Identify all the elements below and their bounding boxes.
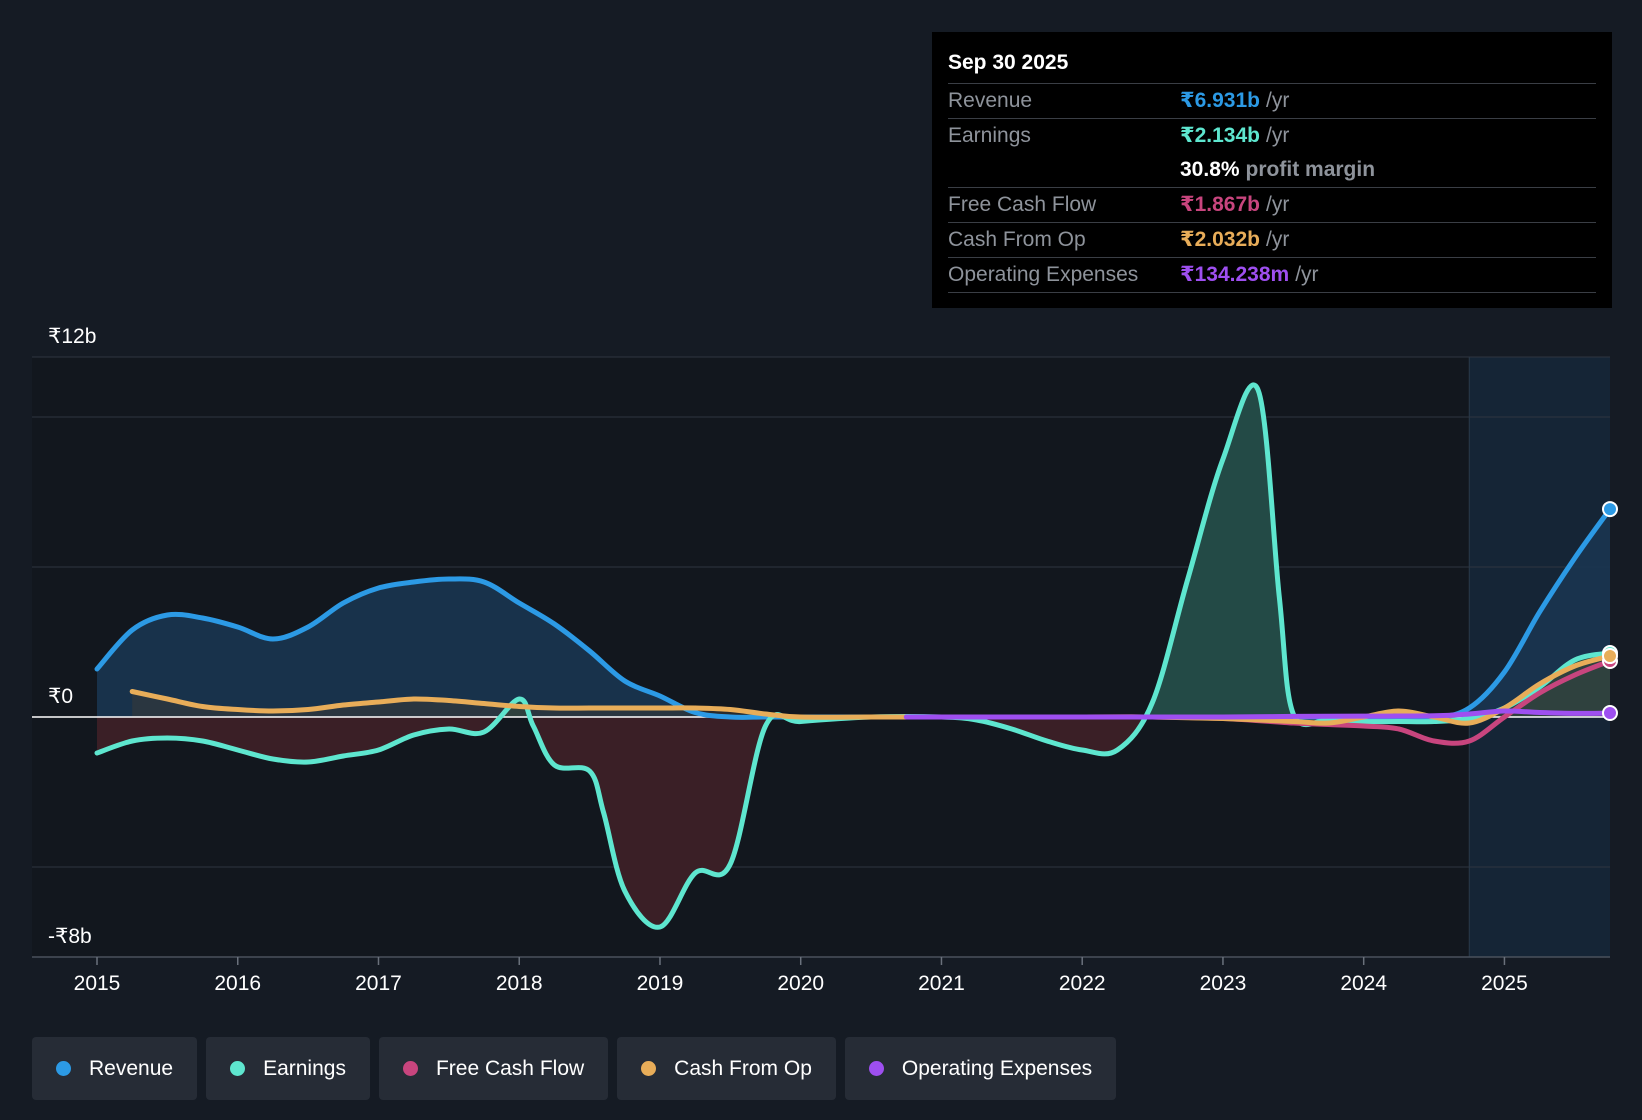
x-tick-label-2017: 2017 <box>355 972 402 995</box>
tooltip-row-cfo: Cash From Op ₹2.032b /yr <box>948 223 1596 258</box>
area-neg-earnings <box>97 717 1610 928</box>
x-tick-label-2019: 2019 <box>637 972 684 995</box>
end-markers <box>1602 501 1618 721</box>
marker-operating-expenses <box>1602 704 1618 721</box>
legend-label-revenue: Revenue <box>89 1056 174 1080</box>
legend-label-cfo: Cash From Op <box>674 1056 812 1080</box>
tooltip-value-earnings: ₹2.134b <box>1180 124 1260 147</box>
tooltip-value-margin: 30.8% <box>1180 158 1240 181</box>
series-lines <box>32 382 1613 930</box>
axes: 2015 2016 2017 2018 2019 2020 2021 2022 2023 2024… <box>32 325 1610 995</box>
legend-dot-revenue <box>56 1061 71 1076</box>
tooltip-date: Sep 30 2025 <box>948 46 1596 84</box>
x-tick-label-2018: 2018 <box>496 972 543 995</box>
tooltip-value-cfo: ₹2.032b <box>1180 228 1260 251</box>
tooltip-row-opex: Operating Expenses ₹134.238m /yr <box>948 258 1596 293</box>
marker-revenue <box>1602 501 1618 518</box>
legend-item-revenue[interactable]: Revenue <box>32 1037 198 1100</box>
tooltip-value-fcf: ₹1.867b <box>1180 193 1260 216</box>
tooltip-row-margin: 30.8% profit margin <box>948 153 1596 188</box>
tooltip-label-cfo: Cash From Op <box>948 228 1086 251</box>
x-tick-label-2021: 2021 <box>918 972 965 995</box>
tooltip-unit-cfo: /yr <box>1266 228 1290 251</box>
legend-label-opex: Operating Expenses <box>901 1056 1093 1080</box>
tooltip-row-fcf: Free Cash Flow ₹1.867b /yr <box>948 188 1596 223</box>
legend-item-fcf[interactable]: Free Cash Flow <box>378 1037 609 1100</box>
legend-dot-earnings <box>230 1061 246 1076</box>
legend-label-earnings: Earnings <box>263 1056 346 1080</box>
tooltip-value-revenue: ₹6.931b <box>1180 89 1260 112</box>
line-cash-from-op <box>129 653 1613 726</box>
line-operating-expenses <box>903 708 1613 720</box>
tooltip-label-opex: Operating Expenses <box>948 263 1139 286</box>
tooltip-unit-revenue: /yr <box>1266 89 1290 112</box>
tooltip-row-earnings: Earnings ₹2.134b /yr <box>948 119 1596 153</box>
tooltip-unit-fcf: /yr <box>1266 193 1290 216</box>
y-tick-label-0: ₹12b <box>48 325 96 348</box>
legend-dot-cfo <box>641 1061 657 1076</box>
x-tick-label-2022: 2022 <box>1059 972 1106 995</box>
legend-item-earnings[interactable]: Earnings <box>206 1037 370 1100</box>
gridlines <box>32 356 1610 868</box>
tooltip-unit-opex: /yr <box>1295 263 1319 286</box>
tooltip-label-earnings: Earnings <box>948 124 1031 147</box>
x-tick-label-2025: 2025 <box>1481 972 1528 995</box>
tooltip-text-margin: profit margin <box>1245 158 1376 181</box>
tooltip-label-fcf: Free Cash Flow <box>948 193 1097 216</box>
x-tick-label-2023: 2023 <box>1200 972 1247 995</box>
y-tick-label-1: ₹0 <box>48 685 73 708</box>
legend-label-fcf: Free Cash Flow <box>435 1056 585 1080</box>
x-tick-label-2015: 2015 <box>74 972 121 995</box>
tooltip-panel: Sep 30 2025 Revenue ₹6.931b /yr Earnings… <box>932 32 1612 308</box>
tooltip-value-opex: ₹134.238m <box>1180 263 1290 286</box>
area-revenue <box>97 509 1610 718</box>
legend-item-opex[interactable]: Operating Expenses <box>844 1037 1117 1100</box>
tooltip-unit-earnings: /yr <box>1266 124 1290 147</box>
y-tick-label-2: -₹8b <box>48 925 92 948</box>
tooltip-label-revenue: Revenue <box>948 89 1033 112</box>
marker-cash-from-op <box>1602 648 1618 665</box>
legend: Revenue Earnings Free Cash Flow Cash Fro… <box>32 1037 1117 1100</box>
legend-dot-opex <box>868 1061 884 1076</box>
tooltip-row-revenue: Revenue ₹6.931b /yr <box>948 84 1596 119</box>
legend-dot-fcf <box>402 1061 418 1076</box>
x-tick-label-2016: 2016 <box>214 972 261 995</box>
legend-item-cfo[interactable]: Cash From Op <box>617 1037 836 1100</box>
area-pos-earnings <box>97 385 1610 717</box>
x-tick-label-2024: 2024 <box>1340 972 1387 995</box>
x-tick-label-2020: 2020 <box>777 972 824 995</box>
